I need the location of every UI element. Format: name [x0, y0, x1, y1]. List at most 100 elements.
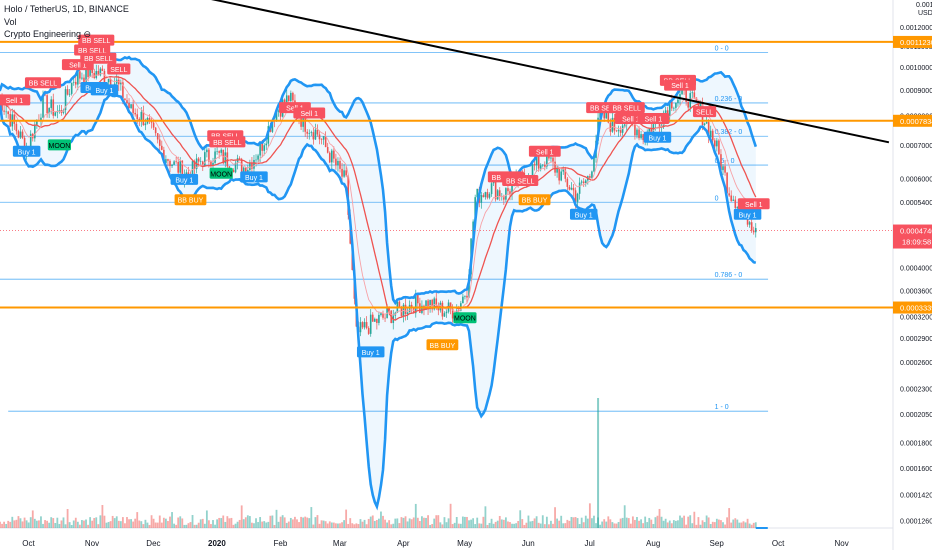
candle-body	[210, 161, 212, 167]
candle-body	[175, 161, 177, 163]
time-tick-label: May	[457, 539, 472, 548]
volume-bar	[167, 521, 169, 528]
volume-bar	[548, 524, 550, 528]
volume-bar	[283, 517, 286, 528]
candle-body	[574, 190, 577, 202]
candle-body	[130, 104, 132, 109]
candle-body	[691, 92, 694, 94]
candle-body	[204, 152, 206, 166]
signal-text: Buy 1	[649, 135, 667, 142]
volume-bar	[599, 524, 602, 528]
volume-bar	[672, 520, 675, 528]
volume-bar	[677, 520, 679, 528]
volume-bar	[574, 517, 577, 528]
candle-body	[451, 308, 454, 319]
price-tick-label: 0.0004000	[900, 265, 932, 272]
volume-bar	[9, 521, 12, 528]
candle-body	[539, 165, 542, 169]
volume-bar	[81, 520, 83, 528]
crypto-engineering-indicator-label[interactable]: Crypto Engineering ⊖	[4, 29, 92, 39]
candle-body	[259, 142, 261, 156]
volume-bar	[156, 522, 159, 528]
volume-bar	[529, 521, 532, 528]
time-tick-label: Dec	[146, 539, 160, 548]
candle-body	[449, 302, 452, 309]
candle-body	[193, 161, 196, 170]
volume-bar	[25, 520, 28, 528]
volume-bar	[693, 511, 696, 528]
volume-bar	[91, 520, 94, 528]
volume-bar	[294, 516, 296, 528]
candle-body	[398, 301, 401, 307]
candle-body	[617, 130, 620, 132]
candle-body	[722, 166, 724, 171]
candle-body	[345, 170, 347, 176]
volume-bar	[449, 503, 452, 528]
candle-body	[70, 82, 73, 94]
volume-bar	[519, 510, 522, 528]
candle-body	[89, 64, 91, 77]
signal-text: SELL	[696, 110, 713, 117]
volume-bar	[242, 519, 245, 528]
signal-sell-label: SELL	[692, 106, 717, 118]
volume-bar	[111, 515, 114, 528]
candle-body	[726, 172, 728, 194]
volume-bar	[662, 520, 665, 528]
volume-bar	[709, 524, 712, 528]
candle-body	[15, 123, 18, 132]
volume-bar	[240, 505, 243, 528]
volume-bar	[345, 509, 348, 528]
candle-body	[74, 81, 77, 85]
candle-body	[642, 134, 644, 141]
volume-bar	[179, 516, 182, 528]
candle-body	[568, 186, 571, 190]
candle-body	[709, 130, 712, 138]
volume-bar	[68, 522, 71, 528]
candle-body	[367, 328, 370, 334]
signal-text: Sell 1	[301, 111, 319, 118]
candle-body	[169, 160, 171, 167]
price-tick-label: 0.0002900	[900, 336, 932, 343]
candle-body	[421, 305, 423, 313]
candle-body	[271, 120, 274, 132]
time-tick-label: Nov	[85, 539, 99, 548]
candle-body	[3, 110, 5, 112]
volume-bar	[752, 522, 755, 528]
volume-bar	[248, 516, 251, 528]
candle-body	[212, 162, 214, 167]
time-tick-label: 2020	[208, 539, 226, 548]
volume-bar	[13, 520, 16, 528]
volume-bar	[425, 517, 427, 528]
signal-sell-label: SELL	[107, 63, 131, 75]
volume-bar	[142, 524, 145, 528]
signal-text: BB BUY	[178, 198, 204, 205]
candle-body	[720, 154, 722, 171]
signal-text: MOON	[49, 143, 71, 150]
volume-bar	[570, 516, 573, 528]
volume-bar	[634, 519, 636, 528]
candle-body	[156, 133, 159, 140]
candle-body	[238, 158, 241, 159]
candle-body	[621, 125, 624, 133]
volume-bar	[695, 524, 698, 528]
volume-bar	[578, 524, 581, 528]
volume-indicator-label[interactable]: Vol	[4, 17, 17, 27]
volume-bar	[576, 518, 579, 528]
candle-body	[716, 140, 718, 147]
candle-body	[541, 164, 544, 166]
volume-bar	[62, 517, 65, 528]
volume-bar	[289, 517, 292, 528]
candle-body	[328, 152, 331, 163]
volume-bar	[23, 517, 26, 528]
volume-bar	[97, 524, 100, 528]
horizontal-level-value: 0.0007834	[900, 117, 932, 126]
volume-bar	[337, 523, 339, 528]
volume-bar	[525, 522, 528, 528]
volume-bar	[349, 518, 352, 528]
volume-bar	[730, 522, 733, 528]
signal-sell-label: BB SELL	[78, 34, 115, 46]
volume-bar	[564, 523, 567, 528]
volume-bar	[568, 520, 571, 528]
volume-bar	[390, 524, 393, 528]
